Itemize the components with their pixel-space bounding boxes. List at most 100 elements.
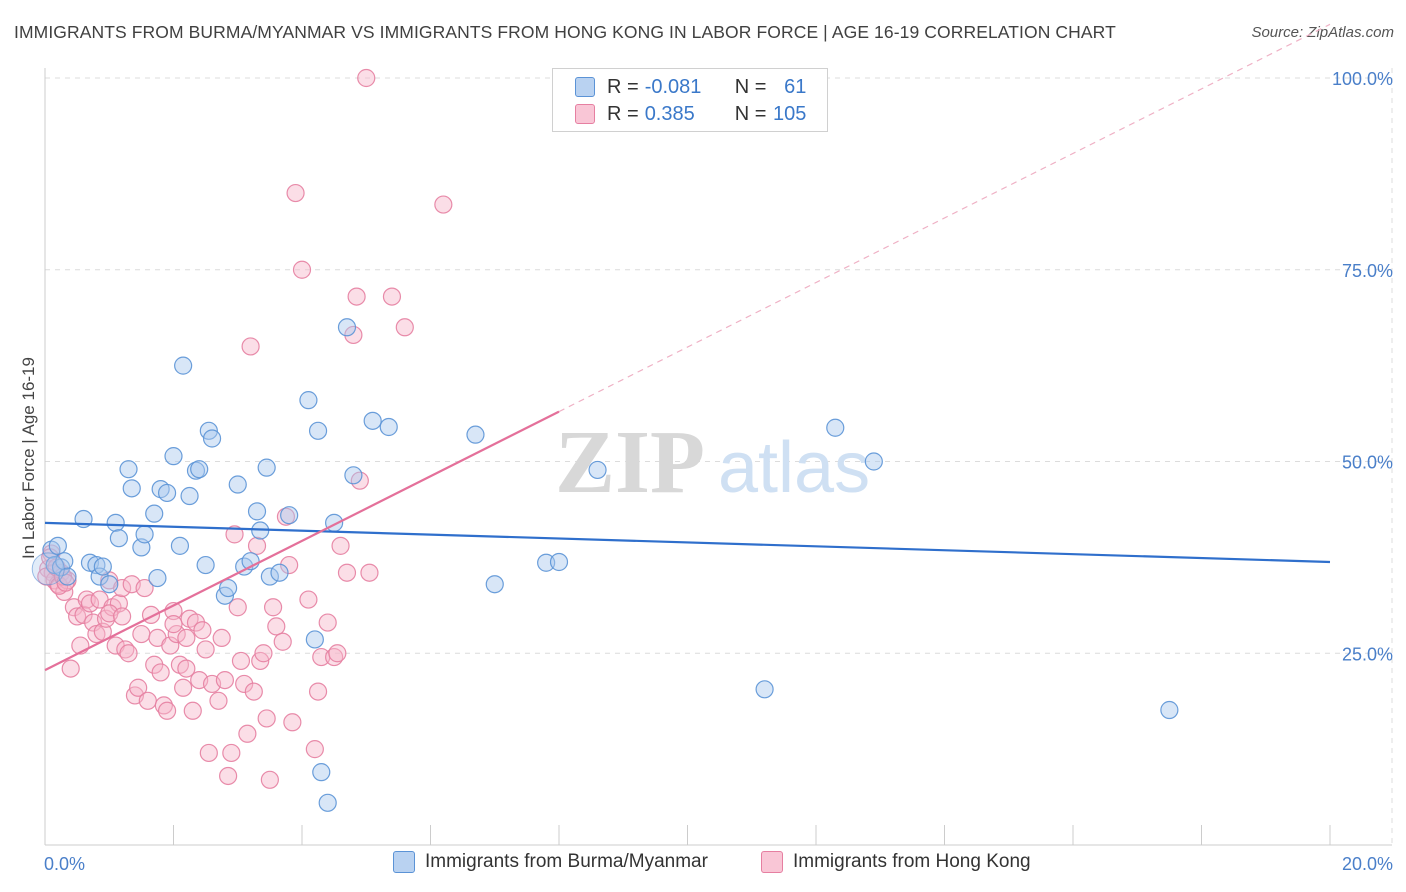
burma-point bbox=[219, 578, 238, 598]
legend-item-hongkong[interactable]: Immigrants from Hong Kong bbox=[761, 851, 1031, 873]
hong-kong-point bbox=[129, 678, 148, 697]
hong-kong-point bbox=[257, 709, 276, 728]
burma-point bbox=[196, 555, 215, 575]
hong-kong-point bbox=[347, 287, 366, 306]
hong-kong-point bbox=[80, 594, 100, 613]
chart-source: Source: ZipAtlas.com bbox=[1251, 24, 1394, 41]
burma-point bbox=[755, 680, 774, 699]
hong-kong-point bbox=[382, 287, 402, 306]
hong-kong-point bbox=[337, 563, 357, 582]
hong-kong-point bbox=[196, 640, 215, 659]
burma-point bbox=[93, 557, 112, 576]
legend-item-burma[interactable]: Immigrants from Burma/Myanmar bbox=[393, 851, 708, 873]
legend-n-label: N = bbox=[734, 75, 767, 98]
legend-label-burma: Immigrants from Burma/Myanmar bbox=[425, 851, 708, 872]
burma-point bbox=[270, 563, 289, 582]
tick-labels: 25.0% 50.0% 75.0% 100.0% 0.0% 20.0% bbox=[44, 69, 1393, 874]
legend-r-label: R = bbox=[607, 102, 639, 125]
hong-kong-point bbox=[174, 678, 193, 697]
burma-point bbox=[58, 567, 77, 586]
y-tick-label: 100.0% bbox=[1332, 69, 1393, 89]
burma-point bbox=[588, 460, 607, 480]
hong-kong-point bbox=[254, 644, 273, 663]
hong-kong-point bbox=[177, 659, 196, 678]
grid-layer bbox=[45, 68, 1393, 845]
legend-swatch-blue bbox=[393, 851, 415, 873]
burma-point bbox=[537, 553, 556, 572]
burma-point bbox=[170, 536, 190, 555]
burma-point bbox=[106, 513, 125, 532]
chart-title: IMMIGRANTS FROM BURMA/MYANMAR VS IMMIGRA… bbox=[14, 22, 1116, 42]
burma-point bbox=[280, 506, 299, 525]
hong-kong-point bbox=[235, 674, 254, 694]
burma-point bbox=[164, 447, 183, 466]
burma-point bbox=[257, 458, 276, 477]
burma-point bbox=[260, 567, 279, 586]
hong-kong-point bbox=[119, 644, 138, 663]
hong-kong-point bbox=[112, 607, 132, 626]
burma-point bbox=[318, 793, 337, 812]
y-tick-label: 25.0% bbox=[1342, 644, 1393, 664]
hong-kong-point bbox=[215, 670, 234, 690]
hong-kong-point bbox=[225, 525, 244, 544]
burma-point bbox=[174, 356, 193, 375]
hong-kong-point bbox=[167, 624, 186, 644]
legend-n-value: 105 bbox=[773, 102, 807, 125]
hong-kong-point bbox=[299, 590, 318, 609]
hong-kong-trend-extension bbox=[558, 23, 1331, 413]
hong-kong-point bbox=[154, 696, 173, 715]
hong-kong-point bbox=[260, 770, 279, 789]
hong-kong-point bbox=[360, 563, 379, 582]
hong-kong-point bbox=[199, 743, 218, 763]
hong-kong-point bbox=[286, 183, 305, 203]
hong-kong-point bbox=[161, 636, 180, 655]
hong-kong-point bbox=[138, 691, 157, 710]
hong-kong-point bbox=[357, 68, 376, 88]
legend-n-value: 61 bbox=[784, 75, 807, 98]
burma-point bbox=[299, 391, 318, 410]
burma-point bbox=[202, 429, 222, 448]
burma-points bbox=[31, 318, 1179, 812]
burma-point bbox=[379, 417, 398, 437]
burma-point bbox=[864, 452, 883, 471]
hong-kong-point bbox=[328, 644, 347, 663]
trend-lines bbox=[44, 23, 1331, 672]
legend-r-label: R = bbox=[607, 75, 639, 98]
hong-kong-point bbox=[308, 682, 328, 701]
burma-point bbox=[247, 502, 267, 521]
burma-point bbox=[145, 504, 164, 523]
hong-kong-point bbox=[177, 628, 196, 648]
hong-kong-point bbox=[209, 691, 228, 710]
hong-kong-point bbox=[164, 615, 183, 634]
legend-r-value: 0.385 bbox=[644, 102, 695, 125]
burma-point bbox=[344, 466, 363, 485]
hong-kong-point bbox=[331, 536, 350, 555]
hong-kong-point bbox=[151, 663, 170, 682]
hong-kong-point bbox=[434, 195, 453, 214]
legend-n-label: N = bbox=[734, 102, 767, 125]
y-axis-label: In Labor Force | Age 16-19 bbox=[19, 357, 38, 559]
hong-kong-point bbox=[318, 613, 337, 632]
hong-kong-point bbox=[183, 701, 202, 720]
y-tick-label: 50.0% bbox=[1342, 453, 1393, 473]
watermark-atlas: atlas bbox=[718, 428, 870, 508]
burma-point bbox=[122, 479, 141, 498]
burma-point bbox=[305, 630, 324, 649]
hong-kong-point bbox=[280, 555, 299, 575]
hong-kong-point bbox=[135, 578, 154, 598]
hong-kong-point bbox=[395, 318, 414, 337]
hong-kong-point bbox=[231, 651, 251, 671]
burma-point bbox=[549, 552, 569, 572]
legend-label-hongkong: Immigrants from Hong Kong bbox=[793, 851, 1031, 872]
hong-kong-point bbox=[292, 260, 312, 279]
legend-r-value: -0.081 bbox=[644, 75, 702, 98]
hong-kong-point bbox=[96, 609, 116, 628]
hong-kong-point bbox=[157, 701, 177, 720]
burma-point bbox=[90, 567, 109, 586]
hong-kong-point bbox=[273, 632, 292, 651]
legend-swatch-blue bbox=[575, 77, 595, 97]
burma-point bbox=[308, 421, 328, 440]
hong-kong-point bbox=[132, 624, 151, 644]
axis-layer bbox=[44, 68, 1392, 846]
hong-kong-point bbox=[247, 536, 267, 555]
